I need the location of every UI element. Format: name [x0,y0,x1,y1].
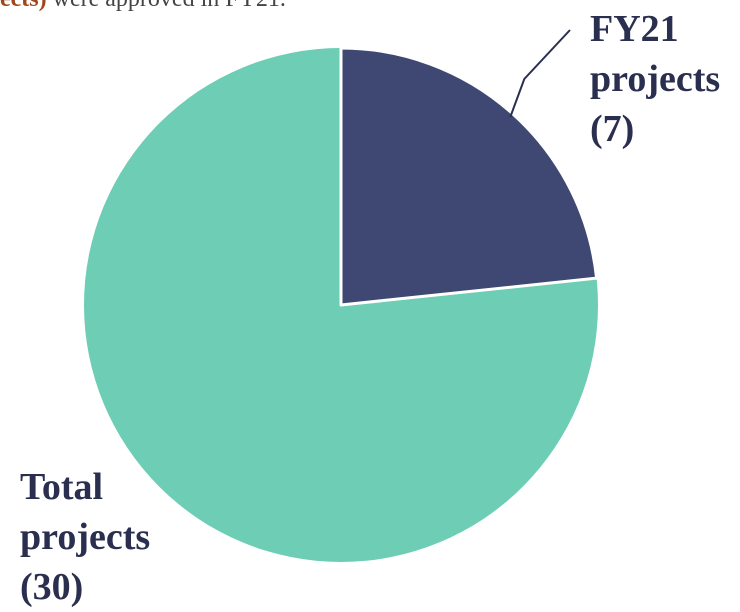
intro-text: ects) were approved in FY21. [0,0,286,13]
total-label: Total projects (30) [20,462,180,612]
fy21-value: (7) [590,108,635,150]
intro-highlight: ects) [0,0,47,12]
total-value: (30) [20,566,84,608]
fy21-name: FY21 projects [590,8,721,100]
leader-line [509,29,571,118]
intro-rest: were approved in FY21. [47,0,286,12]
pie-slice [339,46,599,307]
total-name: Total projects [20,466,151,558]
fy21-label: FY21 projects (7) [590,4,740,154]
